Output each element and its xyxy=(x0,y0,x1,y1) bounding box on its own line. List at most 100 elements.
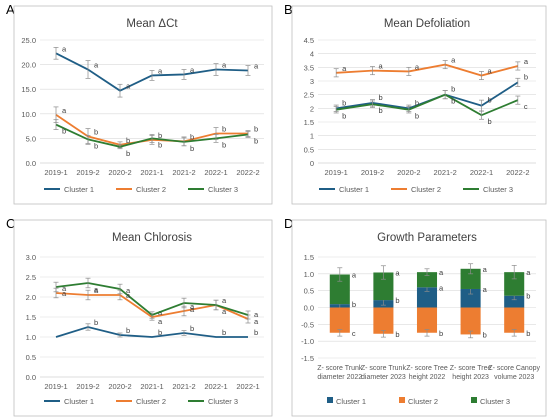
x-tick-label: 2021-1 xyxy=(140,382,163,391)
chart-title: Mean ΔCt xyxy=(126,18,178,30)
panel-letter-b: B xyxy=(284,2,293,17)
significance-label: b xyxy=(126,326,130,335)
significance-label: b xyxy=(158,131,162,140)
significance-label: a xyxy=(126,82,131,91)
chart-panel-4: Growth Parameters -1.5 -1.0 -0.5 0.0 0.5 1.0 1.… xyxy=(291,219,547,417)
series-line-3 xyxy=(336,93,519,117)
x-tick-label: 2021-2 xyxy=(433,168,456,177)
panel-letter-a: A xyxy=(6,2,15,17)
legend-label: Cluster 2 xyxy=(408,397,438,406)
significance-label: a xyxy=(439,283,444,292)
significance-label: b xyxy=(526,329,530,338)
y-tick-label: 2.5 xyxy=(26,273,36,282)
bar-segment-1 xyxy=(504,295,525,308)
legend-label: Cluster 1 xyxy=(336,397,366,406)
significance-label: b xyxy=(222,124,226,133)
y-tick-label: 1.5 xyxy=(304,253,314,262)
significance-label: a xyxy=(488,67,493,76)
bar-segment-3 xyxy=(504,272,525,296)
significance-label: b xyxy=(62,127,66,136)
bar-segment-3 xyxy=(460,268,481,289)
y-tick-label: -1.5 xyxy=(301,354,314,363)
y-tick-label: 1.0 xyxy=(304,270,314,279)
x-tick-label: Z- score Tree xyxy=(450,365,492,372)
x-tick-label: 2019-2 xyxy=(361,168,384,177)
x-tick-label: 2021-1 xyxy=(140,168,163,177)
x-tick-label: 2022-1 xyxy=(470,168,493,177)
panel-frame xyxy=(13,5,273,205)
significance-label: b xyxy=(254,328,258,337)
y-tick-label: 3 xyxy=(310,77,314,86)
bar-segment-1 xyxy=(416,287,438,308)
significance-label: b xyxy=(451,85,455,94)
significance-label: b xyxy=(254,136,258,145)
x-tick-label: 2022-1 xyxy=(236,382,259,391)
significance-label: b xyxy=(524,72,528,81)
y-tick-label: 0 xyxy=(310,159,314,168)
significance-label: a xyxy=(190,305,195,314)
y-tick-label: 2.0 xyxy=(26,293,36,302)
y-tick-label: 20.0 xyxy=(21,61,36,70)
y-tick-label: 0.5 xyxy=(304,145,314,154)
significance-label: b xyxy=(379,93,383,102)
chart-panel-1: Mean ΔCt 0.0 5.0 10.0 15.0 20.0 25.0 2019-1 2019… xyxy=(13,5,273,205)
significance-label: a xyxy=(190,302,195,311)
y-tick-label: 1.5 xyxy=(304,118,314,127)
significance-label: a xyxy=(352,271,357,280)
x-tick-label: Z- score Tree xyxy=(406,365,448,372)
y-tick-label: 3.0 xyxy=(26,253,36,262)
x-tick-label: 2022-2 xyxy=(236,168,259,177)
significance-label: b xyxy=(190,132,194,141)
significance-label: a xyxy=(94,285,99,294)
significance-label: b xyxy=(94,141,98,150)
significance-label: a xyxy=(524,57,529,66)
significance-label: b xyxy=(439,329,443,338)
legend-label: Cluster 3 xyxy=(208,185,238,194)
x-tick-label: Z- score Trunk xyxy=(361,365,407,372)
x-tick-label: diameter 2022 xyxy=(317,374,362,381)
significance-label: a xyxy=(254,317,259,326)
legend-label: Cluster 3 xyxy=(208,397,238,406)
significance-label: a xyxy=(483,285,488,294)
legend-label: Cluster 3 xyxy=(483,185,513,194)
legend-label: Cluster 2 xyxy=(136,185,166,194)
significance-label: b xyxy=(190,324,194,333)
significance-label: b xyxy=(483,330,487,339)
significance-label: b xyxy=(451,97,455,106)
chart-panel-3: Mean Chlorosis 0.0 0.5 1.0 1.5 2.0 2.5 3.0 2019-… xyxy=(13,219,273,417)
significance-label: b xyxy=(352,300,356,309)
significance-label: b xyxy=(488,117,492,126)
x-tick-label: 2019-1 xyxy=(324,168,347,177)
x-tick-label: 2020-2 xyxy=(108,168,131,177)
y-tick-label: 2 xyxy=(310,104,314,113)
y-tick-label: 0.0 xyxy=(26,373,36,382)
bar-segment-2 xyxy=(329,307,350,333)
y-tick-label: 25.0 xyxy=(21,36,36,45)
legend-swatch xyxy=(327,397,333,403)
x-tick-label: height 2023 xyxy=(452,374,489,381)
y-tick-label: 15.0 xyxy=(21,85,36,94)
x-tick-label: Z- score Trunk xyxy=(317,365,363,372)
significance-label: a xyxy=(415,62,420,71)
significance-label: a xyxy=(94,61,99,70)
significance-label: c xyxy=(352,329,356,338)
chart-title: Growth Parameters xyxy=(377,232,477,244)
significance-label: b xyxy=(158,140,162,149)
y-tick-label: 2.5 xyxy=(304,91,314,100)
legend-label: Cluster 1 xyxy=(64,185,94,194)
legend-swatch xyxy=(399,397,405,403)
significance-label: b xyxy=(126,136,130,145)
significance-label: b xyxy=(254,124,258,133)
significance-label: a xyxy=(190,65,195,74)
x-tick-label: volume 2023 xyxy=(494,374,534,381)
x-tick-label: 2021-2 xyxy=(172,382,195,391)
y-tick-label: 1.5 xyxy=(26,313,36,322)
x-tick-label: 2022-2 xyxy=(506,168,529,177)
legend-label: Cluster 3 xyxy=(480,397,510,406)
bar-segment-2 xyxy=(460,307,481,335)
significance-label: a xyxy=(483,265,488,274)
y-tick-label: 0.0 xyxy=(304,304,314,313)
significance-label: b xyxy=(379,106,383,115)
significance-label: a xyxy=(439,268,444,277)
significance-label: b xyxy=(526,292,530,301)
